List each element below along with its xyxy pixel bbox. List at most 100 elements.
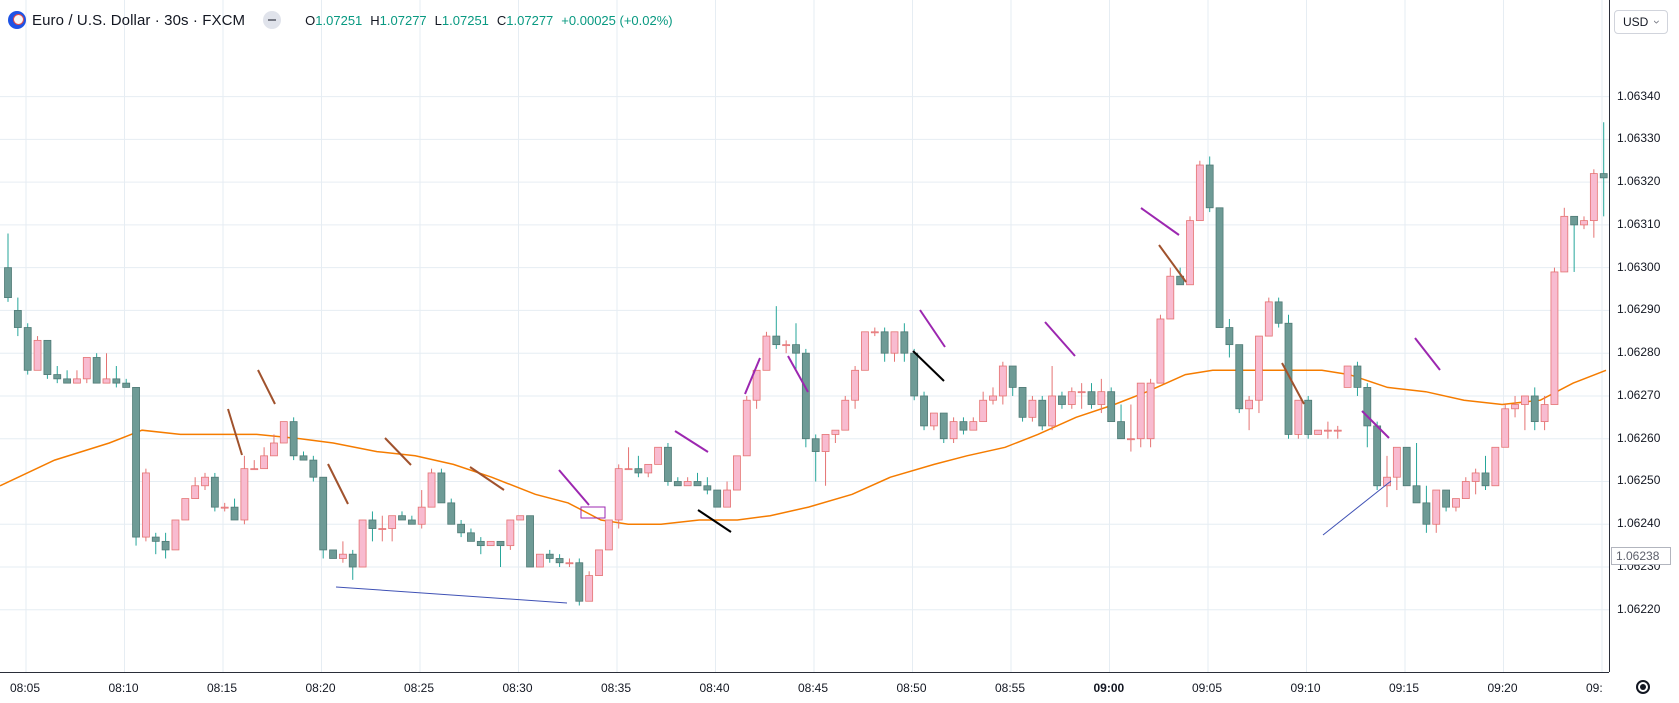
candle-body bbox=[1018, 387, 1027, 418]
price-chart[interactable] bbox=[0, 0, 1609, 672]
candle-body bbox=[13, 310, 22, 328]
time-tick-label: 09: bbox=[1586, 681, 1603, 695]
candle-down bbox=[13, 297, 22, 337]
candle-body bbox=[516, 515, 525, 521]
candle-down bbox=[693, 472, 702, 487]
time-axis[interactable]: 08:05 08:10 08:15 08:20 08:25 08:30 08:35 08:40… bbox=[0, 672, 1609, 703]
candle-body bbox=[1412, 485, 1421, 504]
candle-body bbox=[1087, 391, 1096, 405]
candle-up bbox=[1432, 489, 1441, 533]
candle-up bbox=[565, 558, 574, 568]
candle-body bbox=[870, 331, 879, 334]
candle-body bbox=[171, 519, 180, 551]
candlestick-series bbox=[4, 122, 1608, 606]
candle-body bbox=[910, 352, 919, 397]
candle-up bbox=[102, 353, 111, 384]
candle-up bbox=[742, 395, 751, 457]
candle-body bbox=[230, 506, 239, 521]
ohlc-close: C1.07277 bbox=[496, 12, 554, 28]
candle-body bbox=[536, 553, 544, 568]
candle-down bbox=[132, 387, 140, 546]
candle-body bbox=[1215, 207, 1224, 328]
candle-body bbox=[752, 369, 761, 401]
candle-up bbox=[358, 519, 367, 568]
time-tick-label: 09:10 bbox=[1290, 681, 1321, 695]
candle-up bbox=[270, 434, 278, 457]
candle-down bbox=[1176, 267, 1185, 286]
trendline-drawing bbox=[912, 350, 945, 382]
candle-body bbox=[880, 331, 889, 354]
candle-up bbox=[82, 357, 91, 384]
candle-body bbox=[289, 421, 298, 457]
candle-down bbox=[398, 511, 406, 521]
currency-select-button[interactable]: USD bbox=[1614, 10, 1668, 34]
candle-body bbox=[102, 378, 111, 384]
candle-body bbox=[506, 519, 515, 547]
candle-body bbox=[1540, 404, 1549, 423]
candle-up bbox=[260, 447, 269, 470]
candle-body bbox=[664, 446, 672, 482]
candle-up bbox=[427, 468, 436, 508]
candle-up bbox=[1067, 387, 1076, 409]
trendline-drawing bbox=[558, 469, 590, 506]
candle-up bbox=[1166, 267, 1175, 320]
candle-down bbox=[959, 417, 968, 435]
candle-body bbox=[53, 374, 62, 380]
candle-down bbox=[1038, 395, 1047, 431]
candle-body bbox=[447, 502, 456, 525]
candle-body bbox=[1560, 215, 1569, 273]
candle-body bbox=[319, 476, 328, 551]
candle-up bbox=[1461, 477, 1470, 499]
candle-down bbox=[555, 554, 564, 568]
candle-body bbox=[585, 575, 594, 602]
candle-body bbox=[851, 369, 859, 401]
candle-up bbox=[821, 434, 830, 486]
candle-body bbox=[1097, 391, 1106, 405]
candle-up bbox=[1097, 378, 1106, 414]
candle-down bbox=[1205, 156, 1214, 213]
candle-up bbox=[733, 455, 741, 491]
price-tick-label: 1.06300 bbox=[1617, 259, 1661, 274]
candle-up bbox=[1491, 446, 1500, 487]
ohlc-low: L1.07251 bbox=[434, 12, 489, 28]
candle-body bbox=[979, 399, 988, 423]
collapse-legend-button[interactable] bbox=[263, 11, 282, 29]
candle-up bbox=[654, 446, 662, 465]
candle-body bbox=[733, 455, 741, 491]
chart-settings-button[interactable] bbox=[1612, 674, 1674, 700]
candle-up bbox=[1255, 335, 1263, 414]
candle-body bbox=[210, 476, 219, 508]
candle-body bbox=[23, 327, 32, 371]
candle-up bbox=[181, 498, 190, 521]
candle-up bbox=[536, 553, 544, 568]
candle-down bbox=[122, 378, 131, 388]
price-tick-label: 1.06280 bbox=[1617, 345, 1661, 360]
trendline-drawing bbox=[1281, 362, 1305, 405]
candle-up bbox=[1146, 378, 1155, 448]
candle-body bbox=[476, 540, 485, 547]
candle-up bbox=[1156, 314, 1165, 384]
candle-body bbox=[634, 468, 643, 474]
chart-legend-header: Euro / U.S. Dollar · 30s · FXCM O1.07251… bbox=[8, 8, 673, 32]
rectangle-drawing bbox=[580, 506, 606, 519]
eur-usd-flag-icon bbox=[8, 11, 26, 29]
candle-up bbox=[1324, 421, 1332, 439]
candle-body bbox=[1324, 429, 1332, 432]
candle-body bbox=[555, 558, 564, 564]
candle-down bbox=[4, 233, 12, 302]
candle-down bbox=[772, 306, 781, 349]
candle-down bbox=[792, 323, 800, 371]
candle-body bbox=[141, 472, 150, 538]
trendline-drawing bbox=[384, 437, 412, 466]
trendline-drawing bbox=[1361, 410, 1390, 439]
chart-grid bbox=[0, 0, 1609, 672]
price-axis[interactable]: 1.06220 1.06230 1.06240 1.06250 1.06260 1.062… bbox=[1609, 0, 1679, 672]
trendline-drawing bbox=[1158, 244, 1187, 283]
candle-body bbox=[457, 523, 466, 534]
candle-body bbox=[151, 536, 160, 542]
candle-body bbox=[900, 331, 909, 354]
candle-up bbox=[762, 331, 771, 371]
candle-up bbox=[841, 395, 850, 431]
candle-up bbox=[890, 331, 899, 362]
candle-down bbox=[437, 468, 446, 504]
